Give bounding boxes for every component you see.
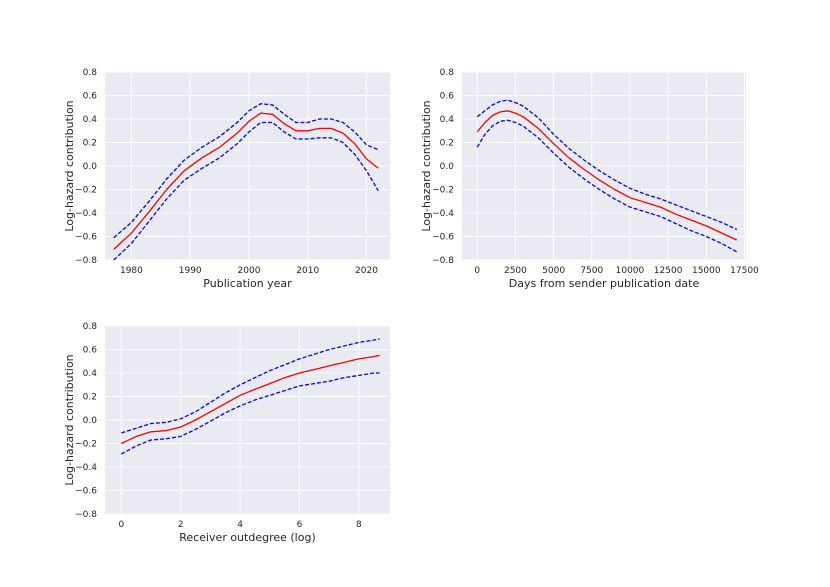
series-line-estimate: [113, 112, 379, 250]
y-tick-label: 0.6: [83, 346, 98, 356]
x-tick-label: 0: [118, 520, 124, 530]
y-tick-label: −0.4: [432, 209, 454, 219]
series-line-estimate: [476, 110, 738, 241]
y-tick-label: 0.4: [440, 115, 455, 125]
x-tick-label: 0: [474, 266, 480, 276]
x-tick-label: 4: [237, 520, 243, 530]
y-axis-label: Log-hazard contribution: [63, 100, 76, 231]
chart-panel-days-from-sender: −0.8 −0.6 −0.4 −0.2 0.0 0.2 0.4 0.6 0.8 0 2500 5000…: [420, 68, 759, 290]
chart-panel-receiver-outdegree: −0.8 −0.6 −0.4 −0.2 0.0 0.2 0.4 0.6 0.8 0 2 4 6 8 Rece…: [63, 322, 390, 544]
y-tick-label: 0.4: [83, 369, 98, 379]
series-line-lower: [120, 372, 380, 455]
y-axis-label: Log-hazard contribution: [420, 100, 433, 231]
y-tick-label: −0.4: [75, 209, 97, 219]
y-tick-label: 0.2: [83, 393, 97, 403]
x-tick-label: 1990: [179, 266, 202, 276]
y-tick-label: −0.8: [432, 256, 454, 266]
y-tick-label: 0.0: [83, 416, 98, 426]
x-tick-label: 2500: [504, 266, 527, 276]
y-axis-label: Log-hazard contribution: [63, 354, 76, 485]
y-tick-label: −0.6: [75, 487, 97, 497]
y-tick-label: 0.6: [440, 92, 455, 102]
x-axis-label: Receiver outdegree (log): [179, 531, 316, 544]
x-tick-label: 2010: [296, 266, 319, 276]
y-tick-label: 0.4: [83, 115, 98, 125]
series-line-estimate: [121, 354, 380, 445]
x-tick-label: 8: [356, 520, 362, 530]
y-tick-label: −0.4: [75, 463, 97, 473]
y-tick-label: 0.8: [440, 68, 455, 78]
y-tick-label: 0.0: [440, 162, 455, 172]
y-tick-label: −0.2: [75, 186, 97, 196]
series-line-lower: [476, 119, 738, 253]
y-tick-label: 0.6: [83, 92, 98, 102]
y-tick-label: 0.2: [83, 139, 97, 149]
x-tick-label: 6: [297, 520, 303, 530]
x-tick-label: 2020: [355, 266, 378, 276]
x-tick-label: 15000: [692, 266, 721, 276]
x-tick-label: 17500: [730, 266, 759, 276]
y-tick-label: −0.6: [432, 233, 454, 243]
chart-panel-publication-year: −0.8 −0.6 −0.4 −0.2 0.0 0.2 0.4 0.6 0.8 1980 1990 2…: [63, 68, 390, 290]
x-axis-label: Days from sender publication date: [509, 277, 700, 290]
y-tick-label: −0.2: [75, 440, 97, 450]
y-tick-label: 0.2: [440, 139, 454, 149]
y-tick-label: −0.8: [75, 256, 97, 266]
y-tick-label: −0.6: [75, 233, 97, 243]
x-tick-label: 2: [178, 520, 184, 530]
y-tick-label: −0.8: [75, 510, 97, 520]
series-line-upper: [121, 338, 380, 434]
y-tick-label: 0.0: [83, 162, 98, 172]
x-tick-label: 12500: [654, 266, 683, 276]
y-tick-label: 0.8: [83, 322, 98, 332]
series-line-upper: [113, 103, 379, 239]
y-tick-label: 0.8: [83, 68, 98, 78]
x-tick-label: 5000: [542, 266, 565, 276]
x-tick-label: 2000: [238, 266, 261, 276]
x-axis-label: Publication year: [203, 277, 292, 290]
x-tick-label: 1980: [120, 266, 143, 276]
x-tick-label: 10000: [616, 266, 645, 276]
y-tick-label: −0.2: [432, 186, 454, 196]
series-line-lower: [113, 121, 379, 261]
series-line-upper: [476, 99, 738, 231]
x-tick-label: 7500: [580, 266, 603, 276]
